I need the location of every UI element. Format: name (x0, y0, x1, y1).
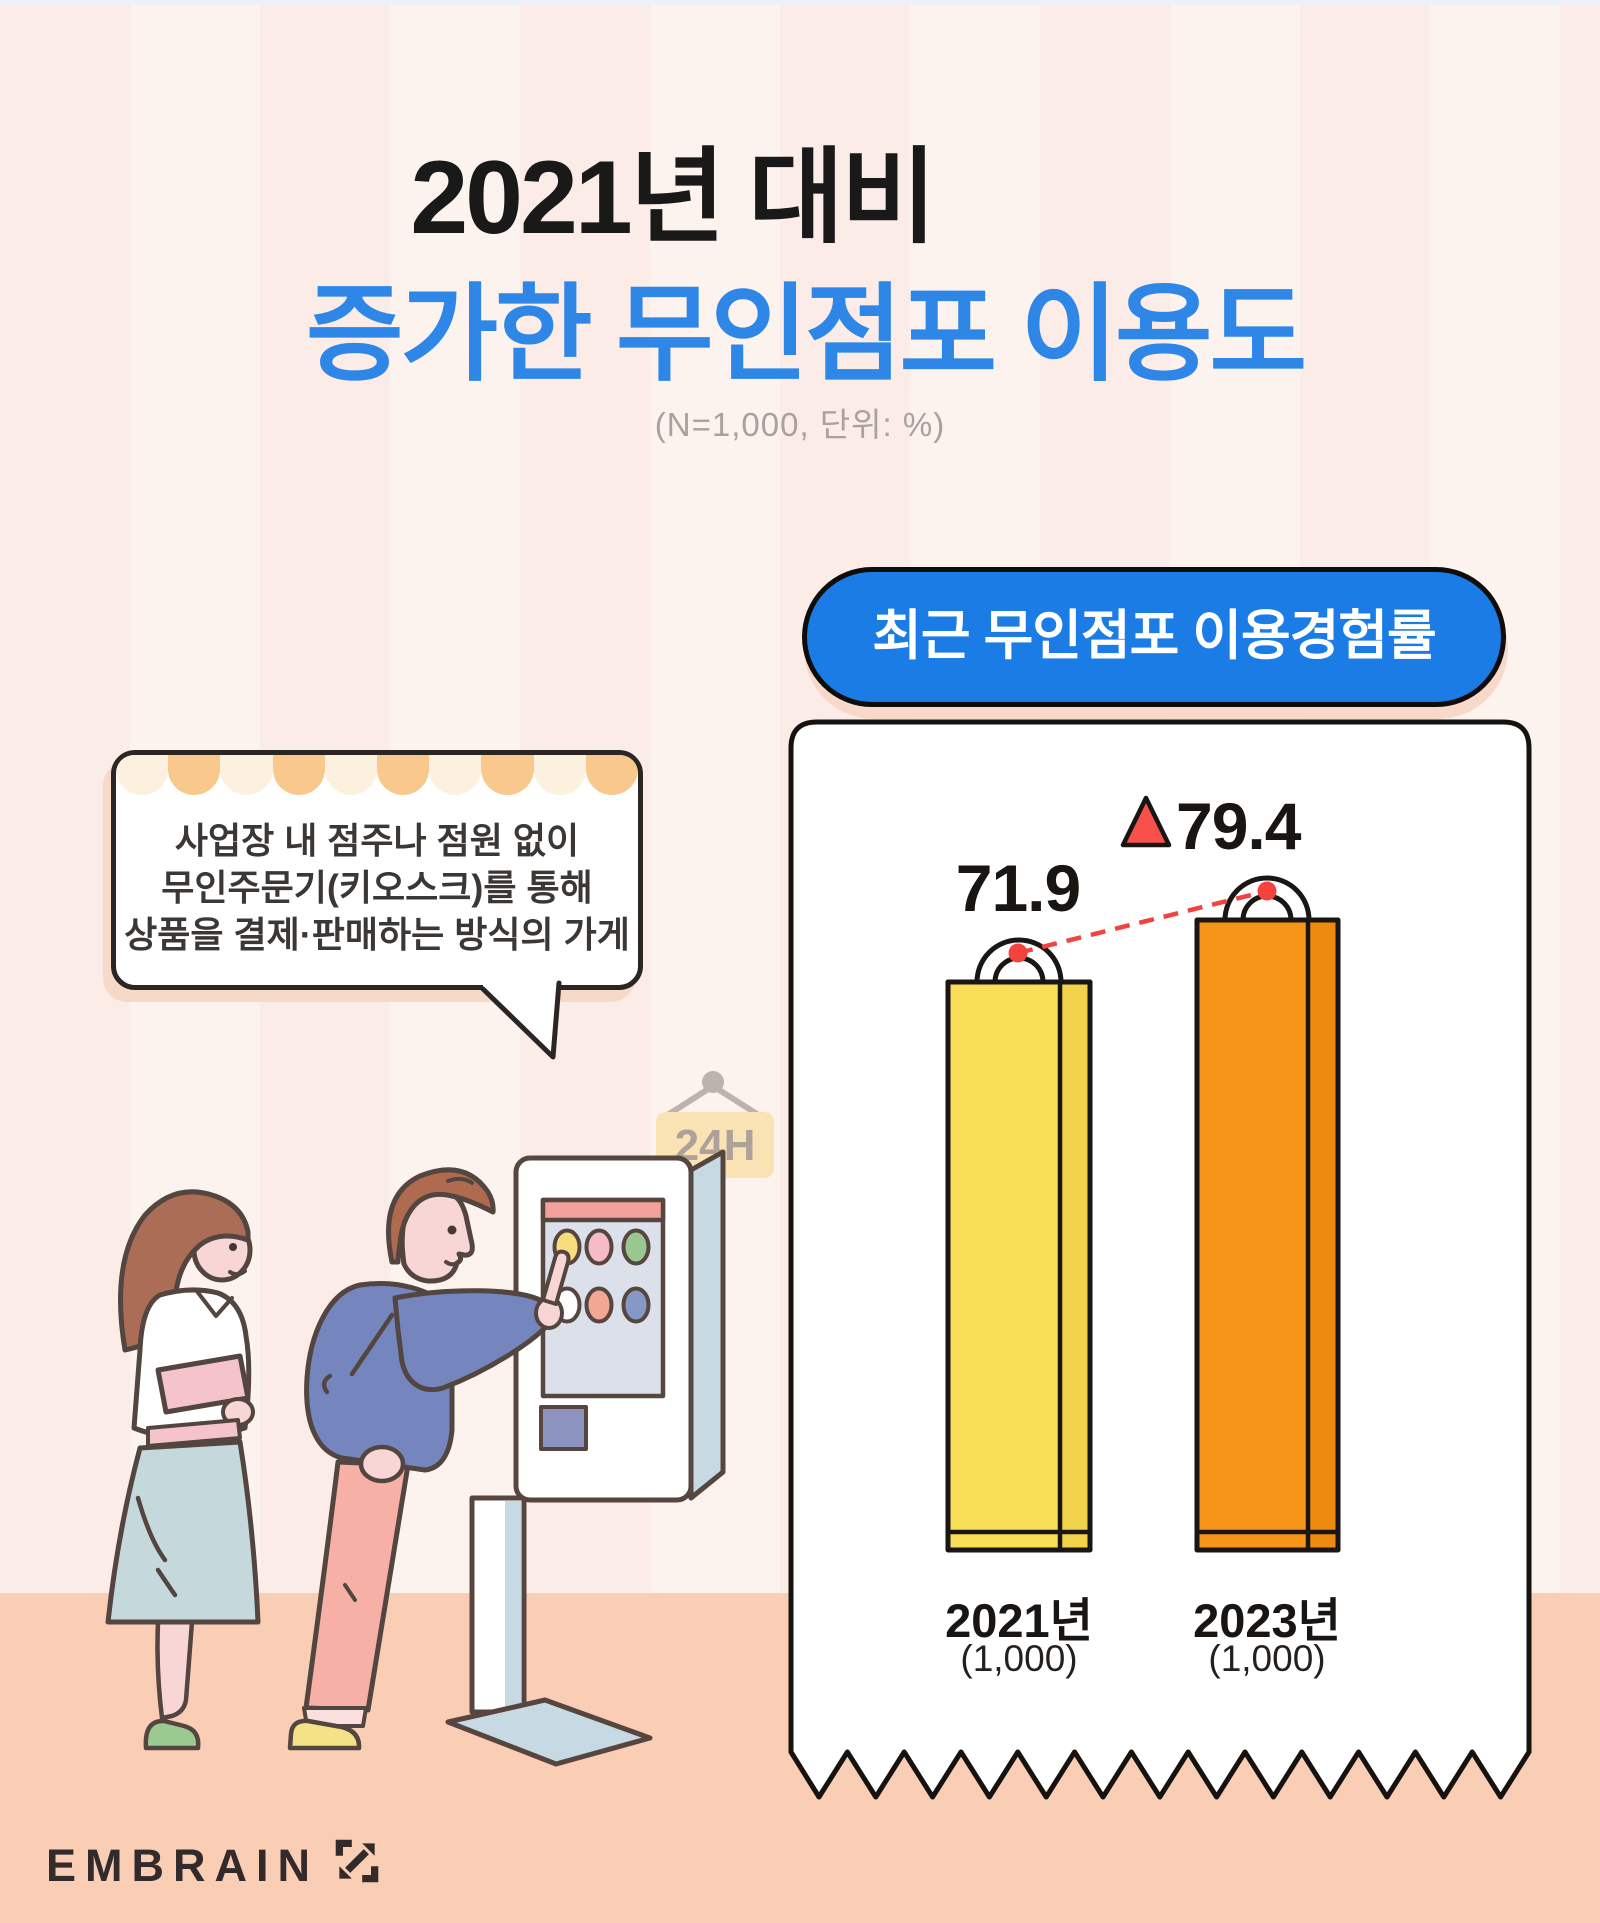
woman-book (155, 1353, 251, 1415)
definition-speech-bubble: 사업장 내 점주나 점원 없이 무인주문기(키오스크)를 통해 상품을 결제·판… (111, 750, 643, 1060)
man-arm (392, 1288, 555, 1392)
definition-line3: 상품을 결제·판매하는 방식의 가게 (124, 914, 630, 955)
kiosk-scene-illustration: 24H (105, 1071, 774, 1767)
chart-header-label: 최근 무인점포 이용경험률 (872, 606, 1437, 666)
brand-logo-icon (335, 1839, 379, 1883)
trend-dot-2021 (1008, 943, 1028, 963)
kiosk-card-slot (539, 1405, 588, 1451)
value-label-2023: 79.4 (1176, 789, 1301, 863)
definition-line2: 무인주문기(키오스크)를 통해 (161, 867, 593, 908)
man-pointing-finger (541, 1249, 571, 1306)
kiosk-machine (445, 1149, 726, 1767)
brand-logo-text: EMBRAIN (46, 1840, 319, 1891)
category-label-2021: 2021년 (945, 1594, 1093, 1647)
woman-figure (105, 1189, 261, 1751)
speech-bubble-tail (480, 980, 562, 1060)
bag-handle-2021 (974, 937, 1064, 985)
top-edge-strip (0, 0, 1600, 5)
page-title-line1: 2021년 대비 (410, 140, 936, 256)
base-label-2023: (1,000) (1208, 1638, 1326, 1679)
screen-button-salmon (584, 1286, 614, 1324)
woman-shoe (143, 1718, 201, 1751)
definition-line1: 사업장 내 점주나 점원 없이 (174, 820, 580, 861)
screen-button-pink (584, 1228, 614, 1266)
trend-dot-2023 (1257, 881, 1277, 901)
value-label-2021: 71.9 (955, 851, 1081, 925)
24h-sign: 24H (656, 1071, 774, 1178)
base-label-2021: (1,000) (960, 1638, 1078, 1679)
bag-handle-2023 (1222, 875, 1312, 923)
chart-header-badge: 최근 무인점포 이용경험률 (802, 567, 1506, 707)
man-figure (287, 1167, 571, 1751)
man-pants (303, 1459, 411, 1713)
awning-decoration (116, 755, 638, 799)
man-hair (386, 1167, 496, 1265)
man-shoe (287, 1718, 362, 1751)
category-label-2023: 2023년 (1193, 1594, 1341, 1647)
screen-button-green (621, 1228, 651, 1266)
woman-skirt (105, 1439, 261, 1625)
page-title-line2: 증가한 무인점포 이용도 (305, 276, 1307, 394)
screen-button-blue (621, 1286, 651, 1324)
trend-line (1008, 881, 1277, 963)
kiosk-base (445, 1697, 653, 1767)
bar-2023 (1194, 875, 1341, 1553)
bar-2021 (945, 937, 1093, 1553)
sample-size-note: (N=1,000, 단위: %) (654, 406, 946, 443)
increase-triangle-icon (1120, 795, 1172, 848)
